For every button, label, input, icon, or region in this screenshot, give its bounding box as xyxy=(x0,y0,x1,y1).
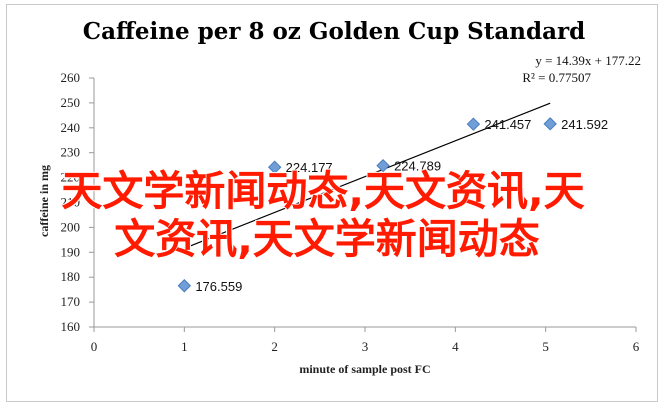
y-tick-label: 210 xyxy=(61,195,81,210)
data-point-label: 241.457 xyxy=(484,117,531,132)
y-tick-label: 200 xyxy=(61,219,81,234)
y-tick-label: 180 xyxy=(61,269,81,284)
x-tick-label: 2 xyxy=(271,339,278,354)
data-point-marker xyxy=(543,117,557,131)
y-tick-label: 230 xyxy=(61,145,81,160)
chart-frame: Caffeine per 8 oz Golden Cup Standard 16… xyxy=(6,4,658,402)
r-squared-label: R² = 0.77507 xyxy=(522,70,591,85)
y-tick-label: 160 xyxy=(61,319,81,334)
data-point-marker xyxy=(376,158,390,173)
y-tick-label: 250 xyxy=(61,95,81,110)
data-point-label: 241.592 xyxy=(561,117,608,132)
x-tick-label: 6 xyxy=(633,339,640,354)
y-tick-label: 240 xyxy=(61,120,81,135)
y-tick-labels: 160 170 180 190 200 210 220 230 240 250 260 xyxy=(61,70,94,334)
watermark-line-2: 文资讯,天文学新闻动态 xyxy=(114,215,540,263)
x-tick-label: 4 xyxy=(452,339,459,354)
data-points: 176.559 224.177 224.789 241.457 241.592 xyxy=(177,117,608,294)
x-axis-label: minute of sample post FC xyxy=(299,362,430,376)
trend-line xyxy=(184,102,551,249)
data-point-marker xyxy=(177,279,192,293)
data-point-marker xyxy=(466,117,481,131)
data-point-label: 224.789 xyxy=(394,159,441,174)
y-tick-label: 260 xyxy=(61,70,81,85)
data-point-marker xyxy=(267,160,282,174)
y-tick-label: 190 xyxy=(61,244,81,259)
x-tick-label: 0 xyxy=(91,339,98,354)
watermark-line-1: 天文学新闻动态,天文资讯,天 xyxy=(61,167,584,215)
chart-title: Caffeine per 8 oz Golden Cup Standard xyxy=(83,18,585,45)
x-tick-labels: 0 1 2 3 4 5 6 xyxy=(91,327,640,354)
x-tick-label: 3 xyxy=(362,339,369,354)
y-axis-label: caffeine in mg xyxy=(37,165,51,237)
trend-equation: y = 14.39x + 177.22 xyxy=(535,53,641,68)
x-tick-label: 1 xyxy=(181,339,188,354)
data-point-label: 176.559 xyxy=(195,279,242,294)
scatter-chart: Caffeine per 8 oz Golden Cup Standard 16… xyxy=(37,18,641,376)
y-tick-label: 220 xyxy=(61,170,81,185)
data-point-label: 224.177 xyxy=(286,160,333,175)
y-tick-label: 170 xyxy=(61,294,81,309)
x-tick-label: 5 xyxy=(542,339,549,354)
